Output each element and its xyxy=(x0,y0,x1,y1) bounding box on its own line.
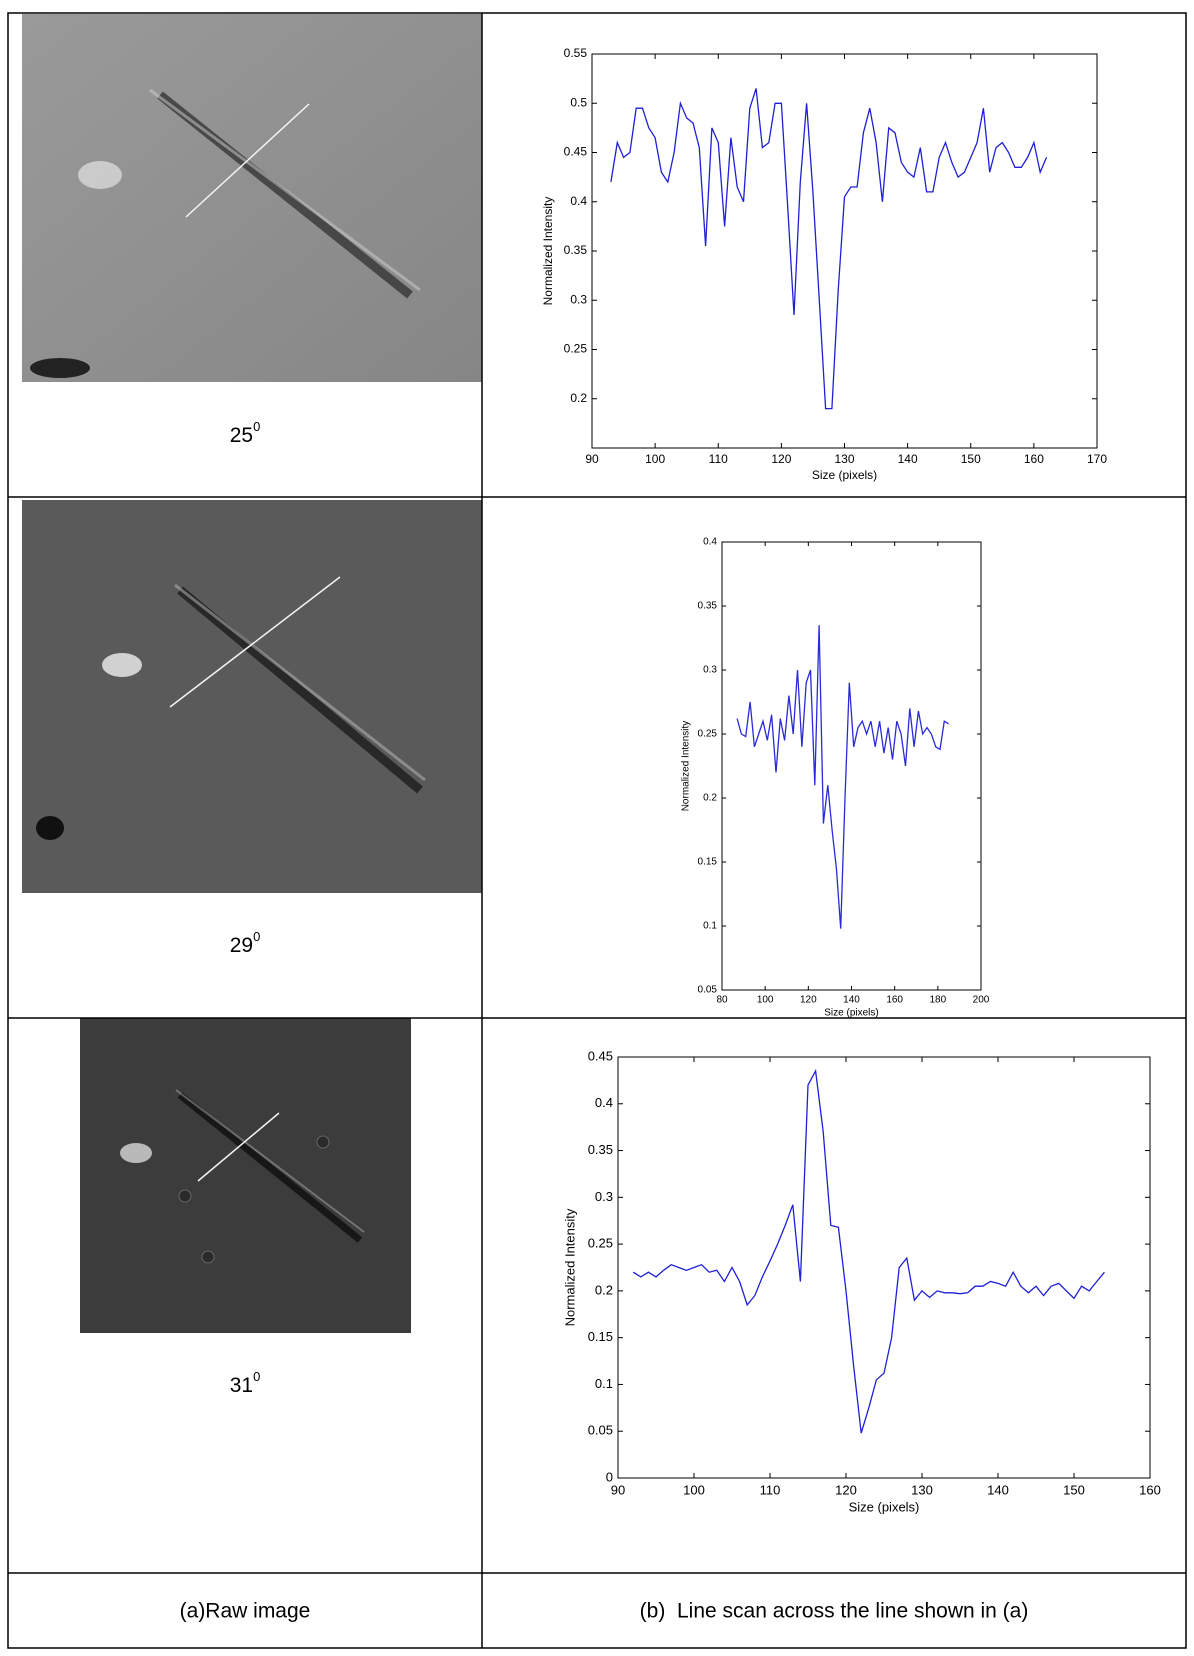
x-tick-label: 150 xyxy=(961,452,981,466)
y-tick-label: 0.05 xyxy=(588,1423,613,1438)
x-tick-label: 80 xyxy=(716,995,728,1006)
y-tick-label: 0.05 xyxy=(698,985,718,996)
x-tick-label: 160 xyxy=(1024,452,1044,466)
y-tick-label: 0.4 xyxy=(703,537,717,548)
angle-value: 31 xyxy=(230,1374,253,1397)
data-line xyxy=(632,1068,1105,1434)
y-tick-label: 0.2 xyxy=(570,391,587,405)
y-tick-label: 0.45 xyxy=(564,145,588,159)
y-axis-label: Normalized Intensity xyxy=(563,1208,578,1326)
y-axis-label: Normalized Intensity xyxy=(541,197,555,306)
y-tick-label: 0.35 xyxy=(564,243,588,257)
x-axis-label: Size (pixels) xyxy=(824,1008,878,1019)
x-tick-label: 90 xyxy=(611,1482,625,1497)
y-tick-label: 0.1 xyxy=(703,921,717,932)
raw-image xyxy=(80,1018,411,1333)
plot-frame xyxy=(617,1056,1151,1479)
y-tick-label: 0.2 xyxy=(703,793,717,804)
y-tick-label: 0.45 xyxy=(588,1048,613,1063)
angle-value: 29 xyxy=(230,934,253,957)
data-line xyxy=(610,88,1048,410)
y-tick-label: 0.15 xyxy=(588,1329,613,1344)
x-tick-label: 120 xyxy=(835,1482,857,1497)
y-tick-label: 0.2 xyxy=(595,1282,613,1297)
x-tick-label: 110 xyxy=(709,452,728,466)
x-tick-label: 90 xyxy=(585,452,599,466)
x-tick-label: 140 xyxy=(843,995,860,1006)
angle-label: 250 xyxy=(230,419,261,446)
x-tick-label: 150 xyxy=(1063,1482,1085,1497)
table-grid xyxy=(7,12,1187,1649)
caption: (a)Raw image xyxy=(180,1600,311,1623)
x-tick-label: 120 xyxy=(800,995,817,1006)
data-line xyxy=(736,625,949,929)
y-tick-label: 0.4 xyxy=(595,1095,613,1110)
x-tick-label: 130 xyxy=(911,1482,933,1497)
y-tick-label: 0.3 xyxy=(703,665,717,676)
x-axis-label: Size (pixels) xyxy=(812,468,877,482)
angle-value: 25 xyxy=(230,424,253,447)
plot-frame xyxy=(591,53,1098,449)
angle-label: 310 xyxy=(230,1369,261,1396)
y-tick-label: 0.25 xyxy=(588,1236,613,1251)
x-tick-label: 110 xyxy=(760,1482,781,1497)
raw-image xyxy=(22,14,482,382)
y-axis-label: Normalized Intensity xyxy=(681,721,692,812)
x-tick-label: 100 xyxy=(645,452,665,466)
x-tick-label: 180 xyxy=(929,995,946,1006)
y-tick-label: 0.35 xyxy=(698,601,718,612)
y-tick-label: 0 xyxy=(606,1469,613,1484)
angle-label: 290 xyxy=(230,929,261,956)
caption: (b) Line scan across the line shown in (… xyxy=(640,1600,1029,1623)
y-tick-label: 0.55 xyxy=(564,46,588,60)
x-tick-label: 200 xyxy=(973,995,990,1006)
y-tick-label: 0.3 xyxy=(570,292,587,306)
x-tick-label: 140 xyxy=(898,452,918,466)
raw-image xyxy=(22,500,482,893)
x-tick-label: 170 xyxy=(1087,452,1107,466)
angle-superscript: 0 xyxy=(253,419,260,434)
x-tick-label: 100 xyxy=(757,995,774,1006)
y-tick-label: 0.25 xyxy=(698,729,718,740)
x-tick-label: 100 xyxy=(683,1482,705,1497)
x-axis-label: Size (pixels) xyxy=(849,1499,920,1514)
y-tick-label: 0.15 xyxy=(698,857,718,868)
y-tick-label: 0.1 xyxy=(595,1376,613,1391)
y-tick-label: 0.35 xyxy=(588,1142,613,1157)
x-tick-label: 160 xyxy=(886,995,903,1006)
angle-superscript: 0 xyxy=(253,1369,260,1384)
y-tick-label: 0.5 xyxy=(570,95,587,109)
y-tick-label: 0.3 xyxy=(595,1189,613,1204)
x-tick-label: 160 xyxy=(1139,1482,1161,1497)
x-tick-label: 140 xyxy=(987,1482,1009,1497)
x-tick-label: 120 xyxy=(771,452,791,466)
plot-frame xyxy=(721,541,982,991)
y-tick-label: 0.4 xyxy=(570,194,587,208)
angle-superscript: 0 xyxy=(253,929,260,944)
x-tick-label: 130 xyxy=(834,452,854,466)
y-tick-label: 0.25 xyxy=(564,342,588,356)
